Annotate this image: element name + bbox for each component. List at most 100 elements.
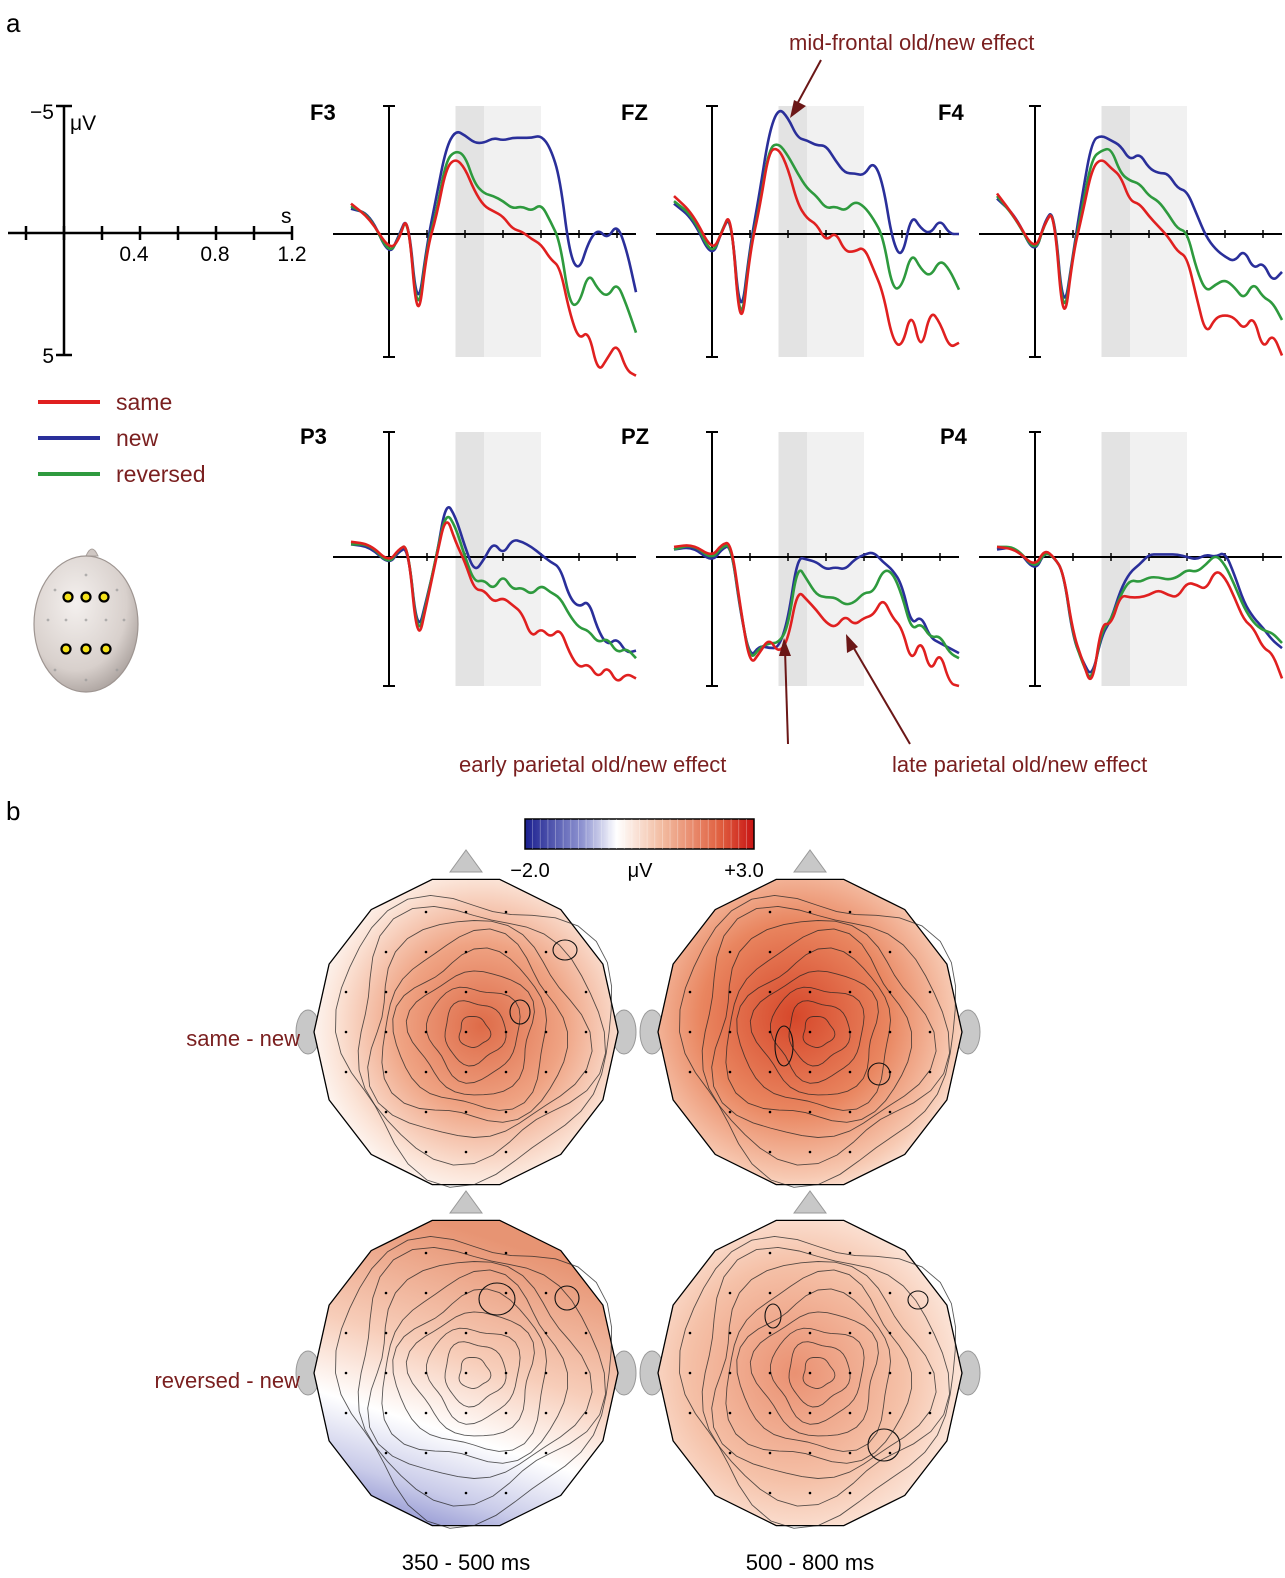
- electrode-site: [928, 1371, 932, 1375]
- contour-peak: [774, 1025, 794, 1067]
- electrode-site: [728, 1371, 732, 1375]
- electrode-site: [928, 1070, 932, 1074]
- nose-marker: [793, 849, 827, 873]
- contour-line: [679, 894, 957, 1188]
- electrode-site: [504, 1491, 508, 1495]
- electrode-site: [464, 1030, 468, 1034]
- electrode-site: [728, 950, 732, 954]
- topo-same-new-early: [295, 849, 637, 1188]
- electrode-site: [504, 1371, 508, 1375]
- electrode-site: [384, 1371, 388, 1375]
- head-electrode-icon: [33, 548, 139, 693]
- electrode-site: [888, 1371, 892, 1375]
- late-window-shade: [1130, 432, 1187, 686]
- electrode-label-f4: F4: [938, 100, 964, 125]
- electrode-site: [344, 1371, 348, 1375]
- electrode-site: [888, 1070, 892, 1074]
- electrode-site: [808, 1371, 812, 1375]
- nose-marker: [449, 1190, 483, 1214]
- electrode-site: [544, 950, 548, 954]
- electrode-site: [688, 1331, 692, 1335]
- electrode-dot-pz: [80, 643, 92, 655]
- electrode-site: [384, 1331, 388, 1335]
- contour-line: [392, 947, 547, 1111]
- electrode-site: [504, 1291, 508, 1295]
- contour-line: [367, 920, 593, 1138]
- electrode-site: [504, 1451, 508, 1455]
- electrode-site: [728, 1331, 732, 1335]
- electrode-site: [464, 1070, 468, 1074]
- electrode-site: [544, 1291, 548, 1295]
- contour-line: [788, 1000, 851, 1067]
- erp-panel-pz: PZ: [621, 424, 960, 688]
- electrode-site: [504, 1110, 508, 1114]
- contour-line: [367, 1261, 593, 1479]
- electrode-site: [688, 1030, 692, 1034]
- waveform-same-f3: [350, 159, 637, 377]
- electrode-dot-f3: [62, 591, 74, 603]
- electrode-site: [464, 1411, 468, 1415]
- erp-panel-f4: F4: [938, 100, 1284, 358]
- electrode-site: [464, 950, 468, 954]
- electrode-site: [848, 1331, 852, 1335]
- nose-marker: [449, 849, 483, 873]
- electrode-site: [344, 1030, 348, 1034]
- electrode-site: [464, 1110, 468, 1114]
- annotations: mid-frontal old/new effect early parieta…: [459, 30, 1147, 777]
- electrode-site: [464, 1371, 468, 1375]
- erp-plots: F3 FZ F4 P3 PZ P4: [300, 100, 1284, 688]
- electrode-site: [848, 1491, 852, 1495]
- topo-reversed-new-early: [295, 1190, 637, 1529]
- electrode-site: [688, 1070, 692, 1074]
- electrode-site: [888, 1331, 892, 1335]
- electrode-site: [504, 1030, 508, 1034]
- electrode-site: [464, 1451, 468, 1455]
- scale-y-top-label: −5: [30, 101, 54, 124]
- electrode-site: [728, 990, 732, 994]
- contour-line: [736, 1288, 891, 1452]
- contour-peak: [867, 1428, 901, 1462]
- electrode-site: [544, 990, 548, 994]
- electrode-site: [424, 1491, 428, 1495]
- contour-line: [444, 1000, 507, 1067]
- electrode-site: [848, 1371, 852, 1375]
- electrode-site: [464, 1251, 468, 1255]
- electrode-site: [768, 1251, 772, 1255]
- contour-line: [335, 1235, 613, 1529]
- electrode-dot-f4: [98, 591, 110, 603]
- electrode-site: [808, 1331, 812, 1335]
- electrode-site: [768, 1150, 772, 1154]
- electrode-site: [768, 1451, 772, 1455]
- electrode-dot-p3: [60, 643, 72, 655]
- electrode-site: [344, 1411, 348, 1415]
- annotation-early-parietal: early parietal old/new effect: [459, 752, 726, 777]
- erp-panel-p4: P4: [940, 424, 1284, 687]
- electrode-site: [584, 1371, 588, 1375]
- electrode-site: [728, 1411, 732, 1415]
- electrode-site: [344, 990, 348, 994]
- electrode-site: [888, 1030, 892, 1034]
- contour-line: [679, 1235, 957, 1529]
- electrode-site: [464, 910, 468, 914]
- annotation-mid-frontal: mid-frontal old/new effect: [789, 30, 1034, 55]
- electrode-label-f3: F3: [310, 100, 336, 125]
- contour-line: [749, 970, 879, 1096]
- electrode-site: [728, 1070, 732, 1074]
- electrode-site: [384, 950, 388, 954]
- electrode-site: [464, 990, 468, 994]
- electrode-site: [768, 1371, 772, 1375]
- waveform-same-p4: [996, 545, 1284, 680]
- electrode-site: [888, 990, 892, 994]
- electrode-site: [464, 1150, 468, 1154]
- electrode-site: [424, 990, 428, 994]
- contour-line: [405, 1311, 535, 1437]
- contour-peak: [554, 1285, 580, 1311]
- electrode-site: [928, 990, 932, 994]
- contour-line: [802, 1015, 836, 1048]
- electrode-site: [464, 1291, 468, 1295]
- electrode-site: [808, 950, 812, 954]
- contour-line: [736, 947, 891, 1111]
- electrode-site: [848, 1251, 852, 1255]
- electrode-site: [768, 1070, 772, 1074]
